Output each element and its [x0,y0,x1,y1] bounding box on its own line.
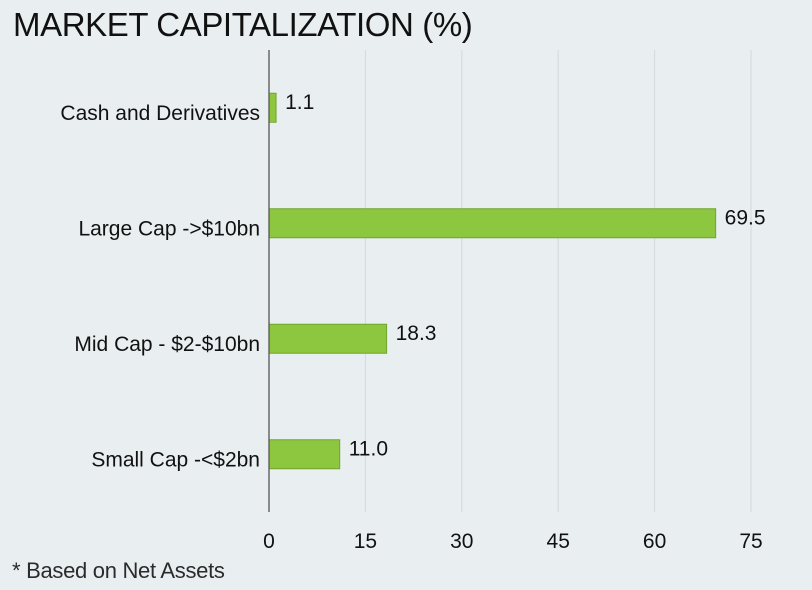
bar-1 [268,208,717,239]
bar-0 [268,92,277,123]
chart-title: MARKET CAPITALIZATION (%) [13,6,473,43]
value-label-3: 11.0 [349,437,388,460]
x-tick-label-30: 30 [450,530,473,553]
value-label-0: 1.1 [285,91,314,114]
x-tick-label-45: 45 [547,530,570,553]
category-label-1: Large Cap ->$10bn [78,217,260,240]
footnote: * Based on Net Assets [12,558,225,583]
x-tick-label-60: 60 [643,530,666,553]
x-tick-labels: 0 15 30 45 60 75 [263,530,763,553]
category-label-2: Mid Cap - $2-$10bn [74,333,260,356]
x-tick-label-75: 75 [739,530,762,553]
category-labels: Cash and Derivatives Large Cap ->$10bn Mid… [60,102,260,472]
bar-2 [268,323,388,354]
x-tick-label-0: 0 [263,530,275,553]
value-labels: 1.1 69.5 18.3 11.0 [285,91,765,461]
category-label-3: Small Cap -<$2bn [91,448,260,471]
bar-chart: Cash and Derivatives Large Cap ->$10bn Mid… [60,50,766,553]
category-label-0: Cash and Derivatives [60,102,260,125]
value-label-1: 69.5 [725,206,766,229]
bars [268,92,717,470]
bar-3 [268,439,341,470]
x-tick-label-15: 15 [354,530,377,553]
value-label-2: 18.3 [396,322,437,345]
gridlines [364,50,752,512]
